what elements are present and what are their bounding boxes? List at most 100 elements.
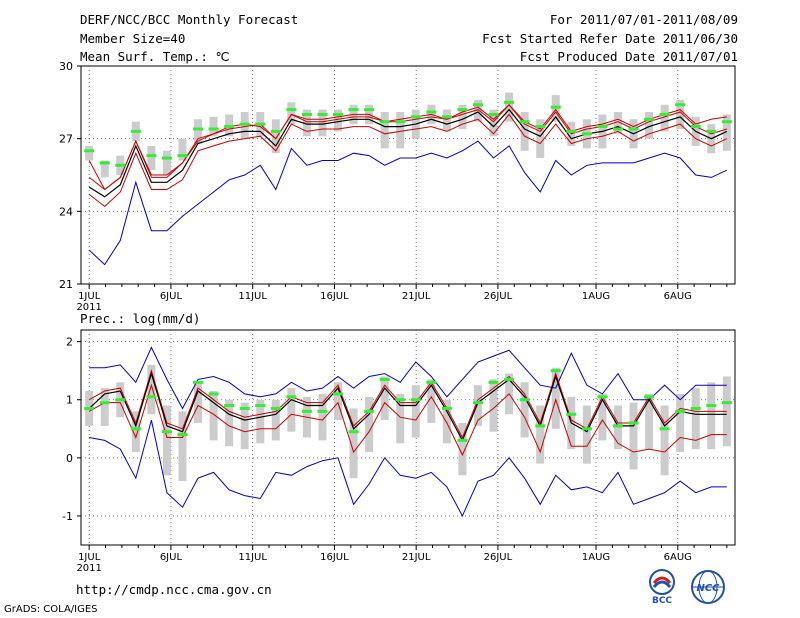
temp-series-spread_lower: [88, 113, 728, 208]
prec-spread-box-40: [707, 382, 716, 450]
prec-median-mark-23: [441, 406, 452, 410]
prec-xtick-label-2: 11JUL: [238, 552, 267, 563]
prec-spread-box-1: [100, 388, 109, 426]
prec-median-mark-8: [208, 392, 219, 396]
prec-median-mark-3: [130, 427, 141, 431]
prec-median-mark-11: [255, 404, 266, 408]
prec-median-mark-34: [612, 424, 623, 428]
prec-median-mark-25: [472, 401, 483, 405]
temp-series-spread_upper: [88, 104, 727, 191]
prec-ytick-label-0: -1: [62, 510, 73, 523]
temp-median-mark-26: [488, 112, 499, 116]
prec-spread-box-26: [489, 379, 498, 432]
prec-spread-box-11: [256, 399, 265, 444]
prec-xtick-label-1: 6JUL: [160, 552, 183, 563]
prec-spread-box-24: [458, 422, 467, 476]
prec-series-spread_upper: [88, 368, 727, 439]
prec-median-mark-18: [364, 409, 375, 413]
start-date: Fcst Started Refer Date 2011/06/30: [482, 31, 738, 46]
prec-xtick-label-4: 21JUL: [402, 552, 431, 563]
prec-median-mark-19: [379, 377, 390, 381]
prec-median-mark-13: [286, 395, 297, 399]
prec-spread-box-25: [473, 385, 482, 426]
prec-series-spread_lower: [88, 383, 727, 457]
prec-median-mark-30: [550, 369, 561, 373]
temp-median-mark-39: [690, 125, 701, 129]
prec-median-mark-15: [317, 409, 328, 413]
temp-spread-box-5: [162, 150, 171, 175]
temp-median-mark-22: [426, 110, 437, 114]
temp-spread-box-29: [536, 119, 545, 159]
prec-ytick-label-2: 1: [66, 394, 73, 407]
temp-xtick-label-4: 21JUL: [402, 291, 431, 302]
prec-median-mark-41: [721, 401, 732, 405]
temp-median-mark-29: [535, 125, 546, 129]
prec-spread-box-6: [178, 411, 187, 482]
produced-date: Fcst Produced Date 2011/07/01: [519, 49, 738, 64]
prec-median-mark-33: [597, 395, 608, 399]
bcc-logo: BCC: [642, 569, 682, 606]
temp-median-mark-16: [333, 112, 344, 116]
prec-median-mark-22: [426, 380, 437, 384]
prec-spread-box-32: [582, 405, 591, 464]
source-url[interactable]: http://cmdp.ncc.cma.gov.cn: [76, 582, 272, 597]
temp-spread-box-14: [302, 109, 311, 137]
prec-median-mark-16: [333, 392, 344, 396]
temp-ytick-label-0: 21: [59, 278, 73, 291]
prec-spread-box-39: [691, 388, 700, 450]
temp-spread-box-34: [613, 112, 622, 134]
temp-xtick-label-3: 16JUL: [320, 291, 349, 302]
prec-median-mark-38: [675, 409, 686, 413]
temp-median-mark-34: [612, 127, 623, 131]
temp-spread-box-26: [489, 109, 498, 137]
temp-median-mark-37: [659, 112, 670, 116]
prec-xtick-label-5: 26JUL: [484, 552, 513, 563]
prec-median-mark-35: [628, 421, 639, 425]
temp-spread-box-41: [722, 114, 731, 151]
prec-median-mark-21: [410, 398, 421, 402]
prec-spread-box-28: [520, 382, 529, 438]
temp-spread-box-15: [318, 109, 327, 137]
temp-spread-box-38: [676, 99, 685, 129]
temp-median-mark-17: [348, 108, 359, 112]
prec-median-mark-10: [239, 406, 250, 410]
prec-spread-box-17: [349, 408, 358, 479]
temp-series-median_line: [88, 104, 727, 191]
prec-spread-box-15: [318, 393, 327, 441]
temp-median-mark-6: [177, 154, 188, 158]
variable-label: Mean Surf. Temp.: ℃: [80, 49, 230, 64]
temp-median-mark-21: [410, 115, 421, 119]
prec-series-min: [89, 419, 727, 518]
prec-spread-box-38: [676, 393, 685, 453]
prec-median-mark-31: [566, 412, 577, 416]
temp-median-mark-35: [628, 127, 639, 131]
temp-spread-box-6: [178, 138, 187, 161]
prec-spread-box-4: [147, 364, 156, 415]
prec-xtick-label-6: 1AUG: [582, 552, 610, 563]
prec-median-mark-17: [348, 430, 359, 434]
temp-series-max: [88, 140, 728, 266]
temp-median-mark-15: [317, 112, 328, 116]
temp-year-label: 2011: [76, 302, 101, 313]
prec-median-mark-20: [395, 398, 406, 402]
prec-median-mark-36: [644, 395, 655, 399]
temp-xtick-label-5: 26JUL: [484, 291, 513, 302]
prec-spread-box-9: [225, 399, 234, 447]
bcc-logo-icon: BCC: [649, 569, 675, 606]
prec-spread-box-36: [645, 393, 654, 450]
temp-median-mark-32: [581, 132, 592, 136]
temp-median-mark-24: [457, 108, 468, 112]
temp-median-mark-1: [99, 161, 110, 165]
temp-spread-box-37: [660, 104, 669, 132]
prec-median-mark-2: [115, 398, 126, 402]
temp-spread-box-4: [147, 145, 156, 171]
prec-ytick-label-1: 0: [66, 452, 73, 465]
temp-median-mark-12: [270, 129, 281, 133]
prec-spread-box-3: [131, 411, 140, 453]
prec-median-mark-9: [224, 404, 235, 408]
prec-spread-box-37: [660, 405, 669, 476]
prec-median-mark-26: [488, 380, 499, 384]
prec-spread-box-18: [365, 396, 374, 453]
temp-median-mark-20: [395, 120, 406, 124]
forecast-period: For 2011/07/01-2011/08/09: [549, 12, 738, 27]
